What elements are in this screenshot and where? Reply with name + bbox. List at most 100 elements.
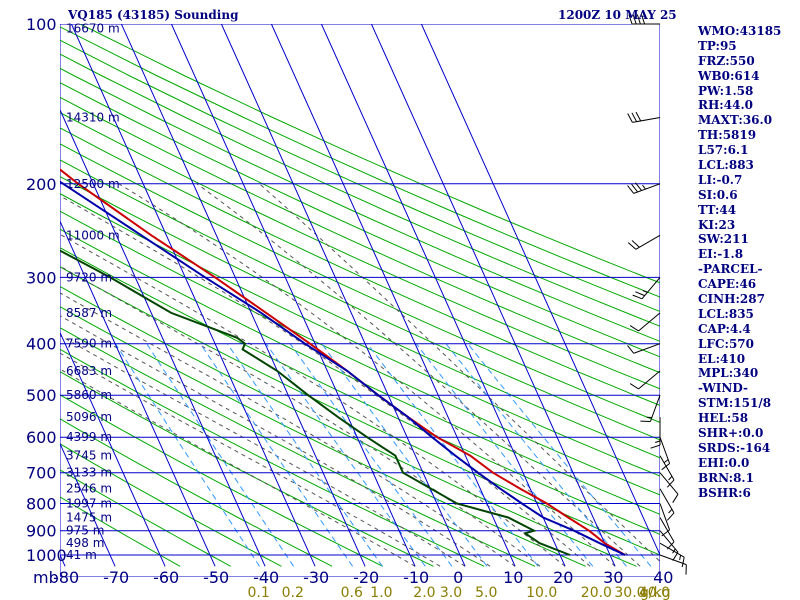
moist-adiabat-line (60, 195, 591, 567)
temperature-tick-label: 10 (503, 568, 523, 587)
isotherm-line (60, 219, 216, 567)
dry-adiabat-line (60, 327, 536, 567)
height-tick-label: 5860 m (66, 388, 112, 402)
temperature-tick-label: -40 (253, 568, 279, 587)
pressure-tick-label: 600 (26, 428, 57, 447)
mixing-ratio-label: 20.0 (581, 585, 612, 600)
temperature-tick-label: -60 (153, 568, 179, 587)
dry-adiabat-line (60, 143, 660, 423)
index-item: FRZ:550 (698, 53, 755, 68)
height-tick-label: 9720 m (66, 270, 112, 284)
wind-barb-flag (635, 182, 642, 191)
mixing-ratio-line (289, 343, 453, 567)
index-item: SRDS:-164 (698, 440, 771, 455)
height-tick-label: 1475 m (66, 511, 112, 525)
wind-barb-flag (631, 240, 640, 248)
isotherm-line (170, 24, 416, 567)
wind-barb-flag (661, 463, 670, 471)
wind-barb (629, 370, 661, 390)
temperature-tick-label: 20 (553, 568, 573, 587)
wind-barb-flag (631, 112, 638, 122)
mixing-ratio-unit-label: g/kg (640, 585, 671, 600)
height-tick-label: 16670 m (66, 22, 120, 36)
wind-barb-staff (659, 554, 687, 566)
indices-panel: WMO:43185 TP:95 FRZ:550 WB0:614 PW:1.58 RH:44… (698, 24, 781, 501)
temperature-tick-label: -30 (303, 568, 329, 587)
wind-barb-staff (638, 370, 661, 390)
wind-barb-flag (641, 14, 646, 25)
height-tick-label: 3745 m (66, 449, 112, 463)
moist-adiabat-line (60, 352, 441, 567)
pressure-tick-label: 400 (26, 335, 57, 354)
index-item: STM:151/8 (698, 396, 772, 411)
index-item: LI:-0.7 (698, 172, 743, 187)
wind-barb (650, 417, 661, 449)
temperature-tick-label: 30 (603, 568, 623, 587)
wind-barb-flag (668, 475, 673, 481)
pressure-tick-label: 1000 (26, 546, 67, 565)
dry-adiabat-line (60, 96, 660, 374)
wind-barb-flag (627, 345, 635, 354)
dry-adiabat-line (60, 443, 282, 567)
wind-barb (659, 437, 671, 471)
index-item: EHI:0.0 (698, 455, 750, 470)
height-tick-label: 5096 m (66, 410, 112, 424)
wind-barb-flag (635, 111, 642, 122)
dry-adiabat-line (60, 127, 660, 406)
dry-adiabat-line (60, 175, 660, 459)
wind-barb-flag (672, 493, 679, 503)
isotherm-line (420, 24, 660, 557)
wind-barb-staff (633, 183, 661, 194)
wind-barb (659, 542, 685, 568)
chart-datetime: 1200Z 10 MAY 25 (558, 8, 677, 22)
moist-adiabat-line (60, 233, 566, 567)
dry-adiabat-line (60, 306, 586, 567)
moist-adiabat-line (118, 183, 616, 567)
temperature-tick-label: -10 (403, 568, 429, 587)
temperature-tick-label: 0 (453, 568, 463, 587)
mixing-ratio-label: 30.0 (614, 585, 645, 600)
isotherm-line (0, 24, 15, 566)
mixing-ratio-label: 0.2 (282, 585, 304, 600)
dry-adiabat-line (60, 469, 231, 567)
wind-barb (640, 395, 661, 422)
mixing-ratio-line (366, 343, 539, 567)
dry-adiabat-line (60, 496, 181, 567)
index-item: BSHR:6 (698, 485, 751, 500)
index-item: -WIND- (698, 381, 748, 396)
height-tick-label: 12500 m (66, 177, 120, 191)
wind-barb-staff (659, 472, 679, 495)
wind-barb-flag (627, 113, 633, 123)
height-tick-label: 41 m (66, 548, 97, 562)
wind-barb (659, 554, 687, 575)
isotherm-line (60, 442, 116, 567)
dry-adiabat-line (60, 394, 384, 567)
index-item: RH:44.0 (698, 98, 753, 113)
isotherm-line (220, 24, 466, 567)
wind-barb-flag (627, 185, 635, 194)
wind-barb (627, 111, 661, 123)
wind-barb-staff (659, 437, 671, 464)
index-item: WMO:43185 (698, 24, 782, 38)
wind-barb-flag (655, 440, 661, 443)
dry-adiabat-line (60, 53, 660, 327)
wind-barb-flag (681, 557, 685, 568)
wind-barb-flag (628, 14, 633, 25)
wind-barb-staff (659, 530, 679, 553)
dry-adiabat-line (60, 247, 660, 535)
index-item: TP:95 (698, 38, 737, 53)
moist-adiabat-line (60, 368, 416, 567)
x-axis-unit-label: mb (33, 568, 59, 587)
index-item: SI:0.6 (698, 187, 738, 202)
chart-grid (0, 24, 660, 577)
moist-adiabat-line (60, 292, 516, 567)
index-item: WB0:614 (698, 68, 760, 83)
index-item: SHR+:0.0 (698, 426, 764, 441)
moist-adiabat-line (259, 183, 660, 563)
isotherm-line (60, 553, 66, 567)
isotherm-line (70, 24, 316, 567)
wind-barb (629, 312, 661, 332)
index-item: TH:5819 (698, 128, 757, 143)
index-item: L57:6.1 (698, 143, 749, 158)
mixing-ratio-line (199, 343, 354, 567)
